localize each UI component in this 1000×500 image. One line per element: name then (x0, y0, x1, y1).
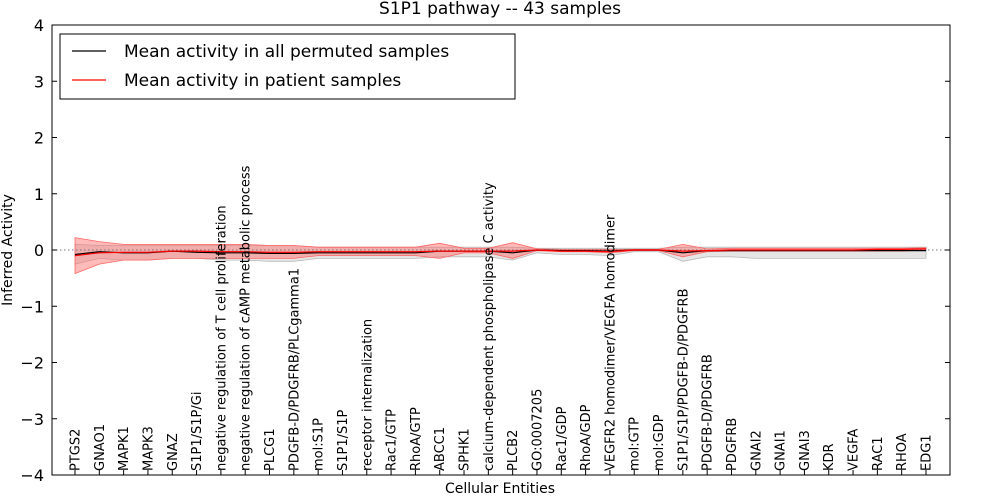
y-axis-label: Inferred Activity (0, 194, 16, 306)
x-tick-label: RAC1 (871, 436, 886, 471)
x-tick-label: SPHK1 (458, 428, 473, 471)
x-tick-label: calcium-dependent phospholipase C activi… (482, 182, 497, 471)
y-tick-label: −2 (20, 354, 44, 373)
x-tick-label: GNAI1 (774, 430, 789, 471)
x-tick-label: GNAZ (166, 433, 181, 471)
x-tick-label: PLCG1 (263, 428, 278, 471)
x-tick-label: mol:S1P (312, 418, 327, 471)
y-tick-label: 3 (34, 72, 44, 91)
y-tick-label: −4 (20, 466, 44, 485)
x-tick-label: GO:0007205 (531, 389, 546, 471)
x-tick-label: PDGFRB (725, 418, 740, 471)
legend-label-permuted: Mean activity in all permuted samples (124, 42, 449, 62)
x-tick-label: S1P1/S1P (336, 409, 351, 471)
plot-frame (51, 24, 951, 476)
x-tick-label: VEGFR2 homodimer/VEGFA homodimer (603, 214, 618, 471)
x-tick-label: S1P1/S1P/PDGFB-D/PDGFRB (676, 288, 691, 471)
x-tick-label: MAPK1 (117, 426, 132, 471)
y-tick-label: 2 (34, 129, 44, 148)
x-tick-label: GNAI2 (749, 430, 764, 471)
x-tick-label: PTGS2 (69, 429, 84, 471)
error-bands (74, 237, 927, 275)
y-tick-label: 0 (34, 241, 44, 260)
y-axis: 4 3 2 1 0 −1 −2 −3 −4 (20, 16, 950, 485)
x-tick-label: MAPK3 (141, 426, 156, 471)
x-tick-label: negative regulation of cAMP metabolic pr… (239, 165, 254, 471)
x-tick-label: RhoA/GTP (409, 407, 424, 471)
y-tick-label: −3 (20, 410, 44, 429)
y-tick-label: 4 (34, 16, 44, 35)
x-tick-label: Rac1/GTP (385, 409, 400, 471)
x-axis-label: Cellular Entities (445, 481, 555, 497)
x-tick-label: Rac1/GDP (555, 406, 570, 471)
series-lines (74, 248, 927, 257)
x-tick-label: negative regulation of T cell proliferat… (214, 205, 229, 471)
y-tick-label: −1 (20, 297, 44, 316)
x-tick-label: EDG1 (920, 434, 935, 471)
x-tick-label: mol:GTP (628, 417, 643, 471)
x-tick-label: mol:GDP (652, 414, 667, 471)
chart-title: S1P1 pathway -- 43 samples (379, 0, 621, 19)
x-tick-label: GNAO1 (93, 424, 108, 471)
x-tick-label: PLCB2 (506, 430, 521, 471)
x-tick-label: PDGFB-D/PDGFRB (701, 354, 716, 471)
x-tick-label: S1P1/S1P/Gi (190, 392, 205, 471)
x-tick-label: GNAI3 (798, 430, 813, 471)
line-patient (74, 248, 927, 257)
x-tick-label: receptor internalization (360, 319, 375, 471)
y-tick-label: 1 (34, 185, 44, 204)
legend-label-patient: Mean activity in patient samples (124, 71, 401, 91)
x-tick-label: RhoA/GDP (579, 404, 594, 471)
x-tick-label: KDR (822, 443, 837, 471)
legend-box (59, 33, 516, 100)
legend: Mean activity in all permuted samples Me… (59, 33, 516, 100)
x-tick-label: VEGFA (847, 429, 862, 471)
x-tick-label: ABCC1 (433, 427, 448, 471)
x-tick-label: PDGFB-D/PDGFRB/PLCgamma1 (287, 268, 302, 471)
x-tick-labels: PTGS2 GNAO1 MAPK1 MAPK3 GNAZ S1P1/S1P/Gi negat… (69, 165, 935, 475)
x-tick-label: RHOA (895, 433, 910, 471)
